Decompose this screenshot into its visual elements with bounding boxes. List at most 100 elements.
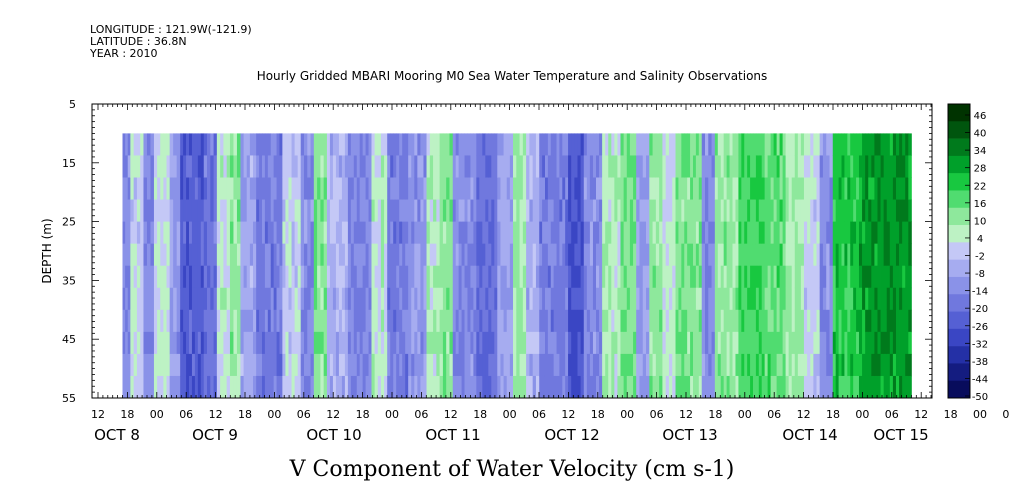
heat-cell <box>436 199 441 222</box>
heat-cell <box>750 199 754 222</box>
heat-cell <box>626 177 631 200</box>
heat-cell <box>176 375 181 399</box>
heat-cell <box>785 155 790 178</box>
heat-cell <box>189 243 193 267</box>
heat-cell <box>396 221 400 245</box>
heat-cell <box>194 309 199 333</box>
heat-cell <box>191 133 196 156</box>
heat-cell <box>611 177 615 200</box>
heat-cell <box>750 331 754 355</box>
heat-cell <box>529 155 534 178</box>
heat-cell <box>617 331 621 355</box>
heat-cell <box>617 155 621 178</box>
heat-cell <box>127 265 131 289</box>
heat-cell <box>589 199 594 222</box>
heat-cell <box>509 265 514 289</box>
heat-cell <box>414 221 418 245</box>
heat-cell <box>649 309 653 333</box>
heat-cell <box>186 177 190 200</box>
heat-cell <box>157 199 161 222</box>
heat-cell <box>738 133 742 156</box>
heat-cell <box>599 375 603 399</box>
heat-cell <box>826 221 830 245</box>
heat-cell <box>387 331 391 355</box>
heat-cell <box>449 353 454 377</box>
heat-cell <box>509 221 514 245</box>
heat-cell <box>464 309 468 333</box>
heat-cell <box>297 155 302 178</box>
heat-cell <box>755 353 760 377</box>
heat-cell <box>210 265 214 289</box>
heat-cell <box>216 353 221 377</box>
heat-cell <box>586 199 591 222</box>
heat-cell <box>542 353 546 377</box>
heat-cell <box>420 177 424 200</box>
heat-cell <box>583 353 588 377</box>
heat-cell <box>620 265 625 289</box>
heat-cell <box>735 265 739 289</box>
heat-cell <box>895 243 900 267</box>
heat-cell <box>359 155 364 178</box>
heat-cell <box>446 133 450 156</box>
heat-cell <box>773 177 778 200</box>
heat-cell <box>226 309 231 333</box>
heat-cell <box>571 221 575 245</box>
heat-cell <box>387 353 391 377</box>
heat-cell <box>868 287 872 311</box>
heat-cell <box>350 177 355 200</box>
heat-cell <box>788 177 793 200</box>
heat-cell <box>770 309 775 333</box>
heat-cell <box>341 375 346 399</box>
heat-cell <box>659 287 663 311</box>
heat-cell <box>791 353 796 377</box>
heat-cell <box>169 243 174 267</box>
heat-cell <box>791 221 796 245</box>
heat-cell <box>183 375 187 399</box>
heat-cell <box>436 353 441 377</box>
heat-cell <box>714 287 719 311</box>
heat-cell <box>390 375 394 399</box>
heat-cell <box>684 265 688 289</box>
heat-cell <box>180 199 184 222</box>
heat-cell <box>547 243 552 267</box>
heat-cell <box>822 221 827 245</box>
heat-cell <box>791 287 796 311</box>
heat-cell <box>877 133 881 156</box>
heat-cell <box>782 177 786 200</box>
heat-cell <box>773 353 778 377</box>
heat-cell <box>513 265 517 289</box>
heat-cell <box>243 155 248 178</box>
heat-cell <box>705 353 709 377</box>
heat-cell <box>455 177 460 200</box>
heat-cell <box>838 265 842 289</box>
heat-cell <box>223 133 228 156</box>
heat-cell <box>649 265 653 289</box>
heat-cell <box>892 309 897 333</box>
heat-cell <box>259 221 263 245</box>
heat-cell <box>374 199 379 222</box>
heat-cell <box>353 353 358 377</box>
colorbar-swatch <box>948 363 970 381</box>
heat-cell <box>356 133 361 156</box>
heat-cell <box>371 331 376 355</box>
heat-cell <box>414 265 418 289</box>
heat-cell <box>446 243 450 267</box>
heat-cell <box>629 133 634 156</box>
heat-cell <box>169 287 174 311</box>
heat-cell <box>236 309 241 333</box>
heat-cell <box>473 265 477 289</box>
heat-cell <box>633 375 637 399</box>
heat-cell <box>608 353 612 377</box>
heat-cell <box>553 177 557 200</box>
heat-cell <box>797 353 802 377</box>
heat-cell <box>822 287 827 311</box>
heat-cell <box>892 177 897 200</box>
heat-cell <box>639 309 644 333</box>
heat-cell <box>210 155 214 178</box>
heat-cell <box>273 265 277 289</box>
heat-cell <box>732 331 736 355</box>
x-tick-label: 00 <box>973 408 987 421</box>
heat-cell <box>714 353 719 377</box>
heat-cell <box>532 331 537 355</box>
heat-cell <box>210 331 214 355</box>
